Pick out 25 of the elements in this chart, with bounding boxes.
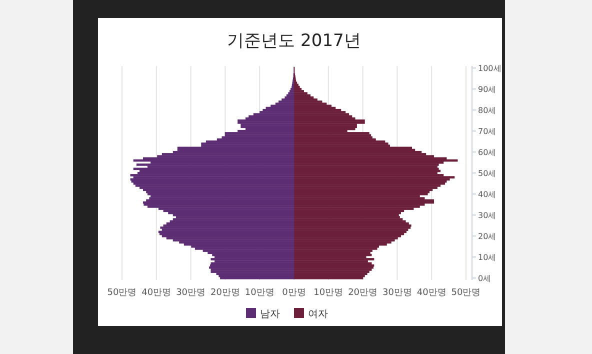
- x-tick-label: 40만명: [416, 288, 446, 298]
- x-tick-label: 0만명: [282, 288, 306, 298]
- x-tick-label: 30만명: [176, 288, 206, 298]
- x-tick-label: 50만명: [451, 288, 481, 298]
- y-tick-label: 40세: [478, 190, 496, 199]
- y-tick-label: 50세: [478, 169, 496, 178]
- y-tick-label: 90세: [478, 85, 496, 94]
- chart-title: 기준년도 2017년: [227, 31, 361, 51]
- y-tick-label: 0세: [478, 274, 492, 283]
- x-tick-label: 20만명: [210, 288, 240, 298]
- x-tick-label: 10만명: [314, 288, 344, 298]
- y-tick-label: 70세: [478, 127, 496, 136]
- x-tick-label: 50만명: [107, 288, 137, 298]
- x-tick-label: 10만명: [244, 288, 274, 298]
- x-tick-label: 30만명: [382, 288, 412, 298]
- y-tick-label: 80세: [478, 106, 496, 115]
- y-tick-label: 60세: [478, 148, 496, 157]
- legend-label: 남자: [260, 309, 280, 320]
- x-tick-label: 40만명: [142, 288, 172, 298]
- y-tick-label: 30세: [478, 211, 496, 220]
- y-tick-label: 10세: [478, 253, 496, 262]
- x-tick-label: 20만명: [348, 288, 378, 298]
- legend-label: 여자: [308, 309, 328, 320]
- y-tick-label: 100세: [478, 64, 502, 73]
- y-tick-label: 20세: [478, 232, 496, 241]
